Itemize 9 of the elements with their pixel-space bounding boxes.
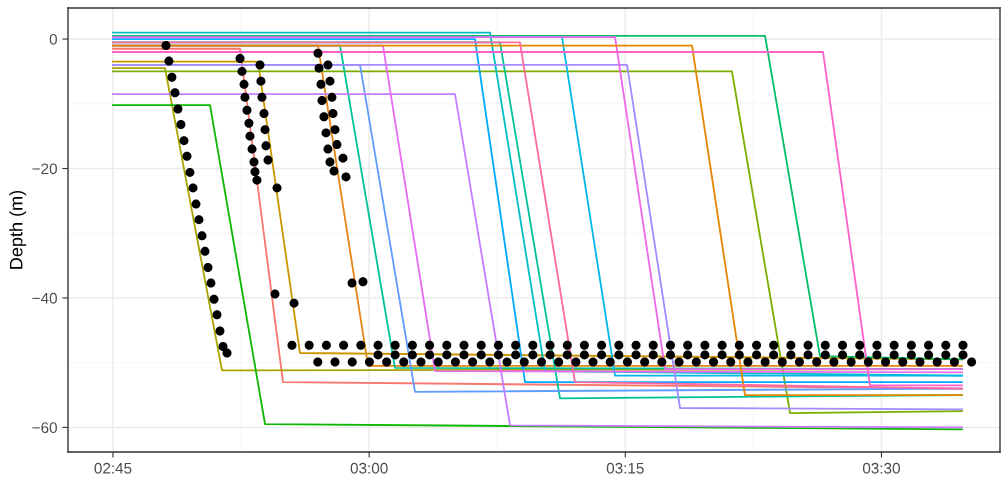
- y-tick-label: −40: [32, 292, 57, 304]
- y-tick-label: 0: [49, 33, 57, 45]
- x-tick-label: 03:30: [862, 462, 900, 474]
- x-tick-label: 03:15: [606, 462, 644, 474]
- x-tick-label: 02:45: [94, 462, 132, 474]
- y-tick-label: −20: [32, 163, 57, 175]
- y-axis-title: Depth (m): [9, 190, 27, 269]
- y-tick-label: −60: [32, 422, 57, 434]
- x-tick-label: 03:00: [350, 462, 388, 474]
